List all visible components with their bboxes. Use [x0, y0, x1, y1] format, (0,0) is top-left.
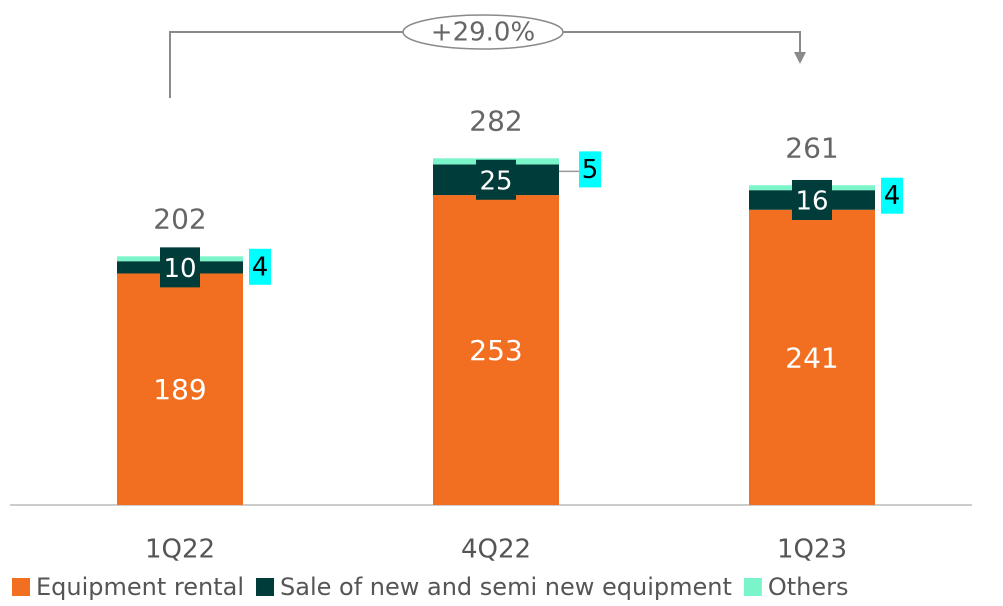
value-label-box: [160, 247, 200, 288]
value-label-box: [579, 151, 601, 188]
value-label-box: [476, 159, 516, 200]
value-label: 253: [469, 334, 522, 367]
bar-segment: [433, 195, 559, 505]
value-label: 5: [582, 155, 599, 185]
value-label-box: [249, 248, 271, 285]
growth-bracket: [169, 31, 801, 98]
x-tick-label: 1Q22: [145, 535, 215, 565]
legend-label: Sale of new and semi new equipment: [280, 573, 732, 601]
growth-annotation: +29.0%: [431, 18, 535, 48]
value-label: 16: [795, 186, 828, 216]
legend-swatch: [743, 578, 762, 596]
x-tick-label: 4Q22: [461, 535, 531, 565]
legend-label: Others: [768, 573, 849, 601]
value-label: 10: [163, 254, 196, 284]
value-label-box: [881, 177, 903, 214]
bar-segment: [117, 273, 243, 505]
growth-ellipse: [402, 14, 564, 50]
value-label: 4: [252, 252, 269, 282]
growth-arrowhead: [794, 52, 806, 64]
value-label: 25: [479, 166, 512, 196]
legend-swatch: [256, 578, 275, 596]
legend-swatch: [12, 578, 30, 596]
value-label: 241: [785, 341, 838, 374]
total-label: 202: [153, 202, 206, 235]
legend-label: Equipment rental: [36, 573, 244, 601]
total-label: 282: [469, 104, 522, 137]
value-label: 189: [153, 373, 206, 406]
value-label: 4: [884, 181, 901, 211]
total-label: 261: [785, 131, 838, 164]
x-tick-label: 1Q23: [777, 535, 847, 565]
bar-segment: [749, 209, 875, 505]
value-label-box: [792, 179, 832, 220]
